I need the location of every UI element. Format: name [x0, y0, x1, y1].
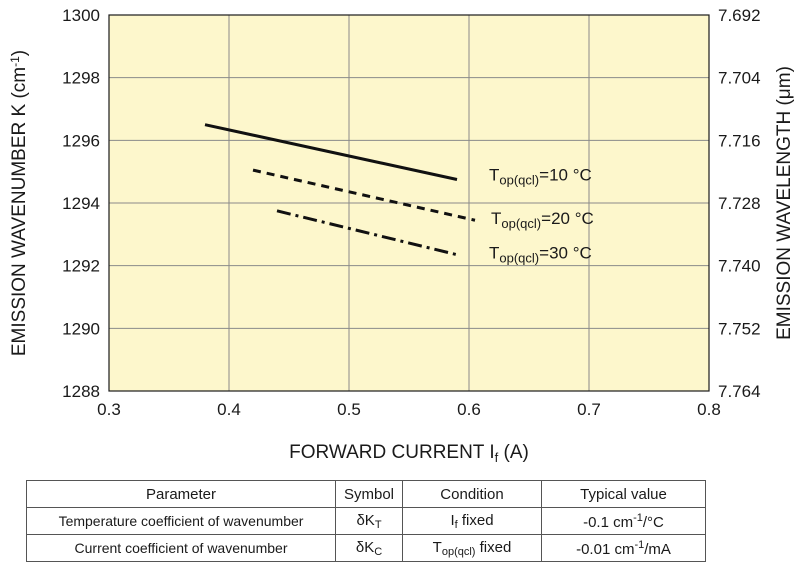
series-line [204, 123, 458, 181]
header-parameter: Parameter [26, 480, 336, 508]
y-right-tick-label: 7.752 [718, 319, 761, 338]
series-lines [204, 123, 476, 257]
y-tick-label: 1298 [62, 69, 100, 88]
y-right-tick-labels: 7.764 7.752 7.740 7.728 7.716 7.704 7.692 [718, 6, 761, 401]
cell-symbol: δKC [335, 534, 403, 562]
series-label: Top(qcl)=10 °C [489, 166, 592, 188]
chart: 0.3 0.4 0.5 0.6 0.7 0.8 128812901292129412961… [8, 6, 795, 465]
y-right-tick-label: 7.692 [718, 6, 761, 25]
header-symbol: Symbol [335, 480, 403, 508]
y-axis-left-title: EMISSION WAVENUMBER K (cm-1) [8, 50, 30, 356]
y-right-tick-label: 7.728 [718, 194, 761, 213]
series-line [252, 168, 476, 222]
series-label: Top(qcl)=30 °C [489, 244, 592, 266]
y-tick-label: 1290 [62, 319, 100, 338]
x-tick-label: 0.8 [697, 400, 721, 419]
y-tick-label: 1300 [62, 6, 100, 25]
header-typical-value: Typical value [541, 480, 706, 508]
table-row: Current coefficient of wavenumber δKC To… [26, 534, 706, 562]
y-right-tick-label: 7.704 [718, 69, 761, 88]
x-tick-labels: 0.3 0.4 0.5 0.6 0.7 0.8 [97, 400, 721, 419]
x-tick-label: 0.7 [577, 400, 601, 419]
y-tick-label: 1288 [62, 382, 100, 401]
y-tick-label: 1292 [62, 257, 100, 276]
y-tick-label: 1294 [62, 194, 100, 213]
y-tick-label: 1296 [62, 131, 100, 150]
y-right-tick-label: 7.764 [718, 382, 761, 401]
y-right-tick-label: 7.716 [718, 131, 761, 150]
cell-typical-value: -0.01 cm-1/mA [541, 534, 706, 562]
header-condition: Condition [402, 480, 542, 508]
table-header-row: Parameter Symbol Condition Typical value [26, 480, 706, 508]
series-labels: Top(qcl)=10 °C Top(qcl)=20 °C Top(qcl)=30 … [489, 166, 594, 266]
grid [109, 15, 709, 391]
x-tick-label: 0.4 [217, 400, 241, 419]
x-axis-title: FORWARD CURRENT If (A) [289, 442, 529, 465]
cell-parameter: Temperature coefficient of wavenumber [26, 507, 336, 535]
cell-condition: If fixed [402, 507, 542, 535]
spec-table: Parameter Symbol Condition Typical value… [26, 480, 706, 562]
cell-parameter: Current coefficient of wavenumber [26, 534, 336, 562]
x-tick-label: 0.5 [337, 400, 361, 419]
table-row: Temperature coefficient of wavenumber δK… [26, 507, 706, 535]
cell-symbol: δKT [335, 507, 403, 535]
y-right-tick-label: 7.740 [718, 257, 761, 276]
x-tick-label: 0.6 [457, 400, 481, 419]
cell-condition: Top(qcl) fixed [402, 534, 542, 562]
series-line [276, 209, 458, 257]
plot-frame [108, 14, 710, 392]
x-tick-label: 0.3 [97, 400, 121, 419]
y-axis-right-title: EMISSION WAVELENGTH (μm) [774, 66, 795, 340]
y-left-tick-labels: 1288 1290 1292 1294 1296 1298 1300 [62, 6, 100, 401]
series-label: Top(qcl)=20 °C [491, 209, 594, 231]
cell-typical-value: -0.1 cm-1/°C [541, 507, 706, 535]
